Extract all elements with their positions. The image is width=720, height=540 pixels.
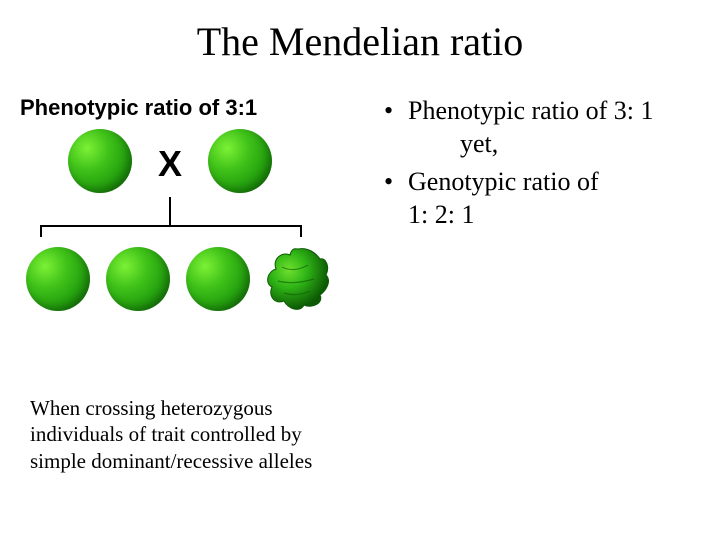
diagram-column: Phenotypic ratio of 3:1 X	[20, 95, 370, 329]
bullet-list: Phenotypic ratio of 3: 1 yet, Genotypic …	[380, 95, 700, 231]
offspring-pea-1	[26, 247, 90, 311]
caption-text: When crossing heterozygous individuals o…	[30, 395, 360, 474]
cross-symbol: X	[158, 143, 182, 185]
bullet-text-line2: 1: 2: 1	[408, 200, 474, 229]
offspring-bracket	[40, 225, 302, 237]
bullet-text: Genotypic ratio of	[408, 167, 599, 196]
bullet-sub-yet: yet,	[408, 128, 700, 161]
diagram-heading: Phenotypic ratio of 3:1	[20, 95, 370, 121]
parent-pea-2	[208, 129, 272, 193]
slide-title: The Mendelian ratio	[0, 0, 720, 75]
bracket-stem	[169, 197, 171, 225]
offspring-pea-2	[106, 247, 170, 311]
bullet-text: Phenotypic ratio of 3: 1	[408, 96, 654, 125]
bullet-column: Phenotypic ratio of 3: 1 yet, Genotypic …	[370, 95, 700, 329]
parent-pea-1	[68, 129, 132, 193]
bullet-genotypic: Genotypic ratio of 1: 2: 1	[380, 166, 700, 231]
offspring-pea-3	[186, 247, 250, 311]
mendel-diagram: X	[20, 129, 340, 329]
offspring-pea-wrinkled	[264, 245, 328, 309]
bullet-phenotypic: Phenotypic ratio of 3: 1 yet,	[380, 95, 700, 160]
content-row: Phenotypic ratio of 3:1 X	[0, 95, 720, 329]
